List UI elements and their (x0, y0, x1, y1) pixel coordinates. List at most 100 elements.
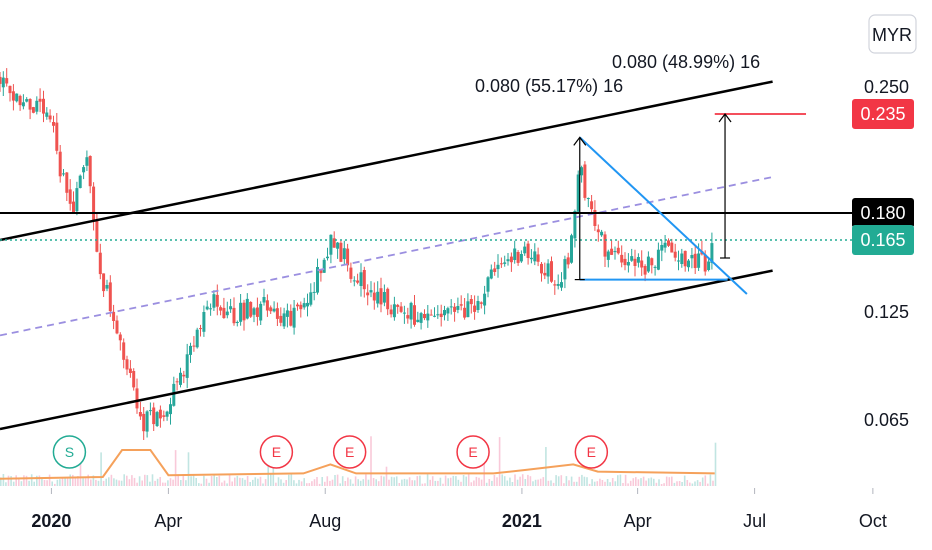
volume-bar (79, 456, 82, 486)
candle-body (122, 342, 126, 360)
candle-body (235, 322, 239, 323)
split-badge[interactable]: S (52, 435, 87, 469)
y-tick-label: 0.250 (864, 77, 909, 97)
candle-body (155, 412, 159, 426)
volume-bar (162, 482, 164, 486)
volume-bar (475, 476, 478, 486)
volume-bar (689, 482, 691, 486)
candle-body (509, 256, 513, 263)
candle-body (135, 388, 139, 409)
volume-bar (228, 474, 231, 486)
earnings-badge[interactable]: E (332, 435, 367, 469)
volume-bar (606, 479, 609, 486)
candle-body (245, 298, 249, 319)
volume-bar (385, 466, 388, 486)
earnings-badge[interactable]: E (574, 435, 609, 469)
badge-letter: E (587, 444, 596, 460)
candle-body (683, 250, 687, 267)
volume-bar (503, 476, 506, 486)
volume-bar (509, 477, 511, 486)
candle-body (540, 263, 543, 274)
volume-bar (97, 480, 100, 486)
volume-bar (362, 479, 365, 486)
candle-body (563, 259, 567, 280)
candle-body (710, 243, 714, 263)
candle-body (366, 292, 370, 296)
volume-bar (0, 477, 2, 486)
candle-body (5, 78, 9, 84)
candle-body (399, 306, 403, 312)
measure-arrowhead (573, 136, 587, 146)
volume-bar (123, 474, 125, 486)
volume-moving-average (0, 449, 715, 480)
candle-body (179, 372, 182, 385)
candle-body (416, 319, 420, 322)
currency-label: MYR (872, 25, 912, 45)
volume-bar (244, 479, 246, 486)
candle-body (249, 302, 253, 317)
volume-bar (318, 483, 321, 486)
volume-bar (462, 475, 465, 486)
candle-body (339, 242, 343, 262)
candle-body (182, 374, 186, 377)
candle-body (670, 242, 674, 253)
volume-bar (599, 478, 601, 486)
candle-body (72, 201, 75, 213)
candle-body (38, 98, 42, 102)
volume-bar (77, 476, 79, 486)
volume-bar (491, 480, 493, 486)
volume-bar (182, 474, 185, 486)
volume-bar (678, 481, 681, 486)
volume-bar (671, 476, 673, 486)
volume-bar (529, 476, 532, 486)
volume-bar (138, 476, 141, 486)
volume-bar (586, 477, 588, 486)
volume-bar (563, 483, 565, 486)
candle-body (262, 297, 266, 303)
candle-body (646, 256, 650, 272)
candle-body (439, 313, 443, 317)
volume-bar (149, 481, 151, 486)
volume-bar (321, 477, 323, 486)
volume-bar (180, 480, 182, 486)
volume-bar (696, 480, 699, 486)
candle-body (189, 345, 192, 355)
candle-body (296, 304, 299, 307)
candle-body (205, 306, 209, 310)
candle-body (623, 258, 627, 266)
candle-body (610, 248, 614, 255)
volume-bar (681, 482, 683, 486)
candle-body (402, 312, 406, 314)
volume-bar (596, 481, 599, 486)
earnings-badge[interactable]: E (259, 435, 294, 469)
volume-bar (653, 478, 655, 486)
x-tick-label: 2021 (502, 511, 542, 531)
candle-body (656, 249, 660, 270)
candle-body (362, 270, 366, 290)
volume-bar (673, 482, 676, 486)
volume-bar (334, 475, 336, 486)
candle-body (202, 312, 206, 332)
candle-body (219, 307, 223, 311)
volume-bar (352, 483, 354, 486)
candle-body (336, 242, 340, 249)
candles-layer (0, 68, 714, 440)
volume-bar (442, 483, 444, 486)
candle-body (232, 307, 236, 324)
candle-body (285, 310, 289, 317)
volume-bar (712, 480, 714, 486)
candle-body (546, 263, 550, 277)
volume-bar (403, 478, 406, 486)
candle-body (329, 234, 333, 255)
annotations-layer: 0.080 (55.17%) 16 0.080 (48.99%) 16 (475, 52, 760, 96)
earnings-badge[interactable]: E (456, 435, 490, 469)
candle-body (389, 309, 393, 315)
candle-body (556, 284, 560, 286)
currency-badge[interactable]: MYR (868, 14, 917, 54)
measure-arrow-1 (573, 136, 587, 281)
volume-bar (205, 478, 208, 486)
volume-bar (82, 478, 84, 486)
volume-bar (115, 479, 118, 486)
